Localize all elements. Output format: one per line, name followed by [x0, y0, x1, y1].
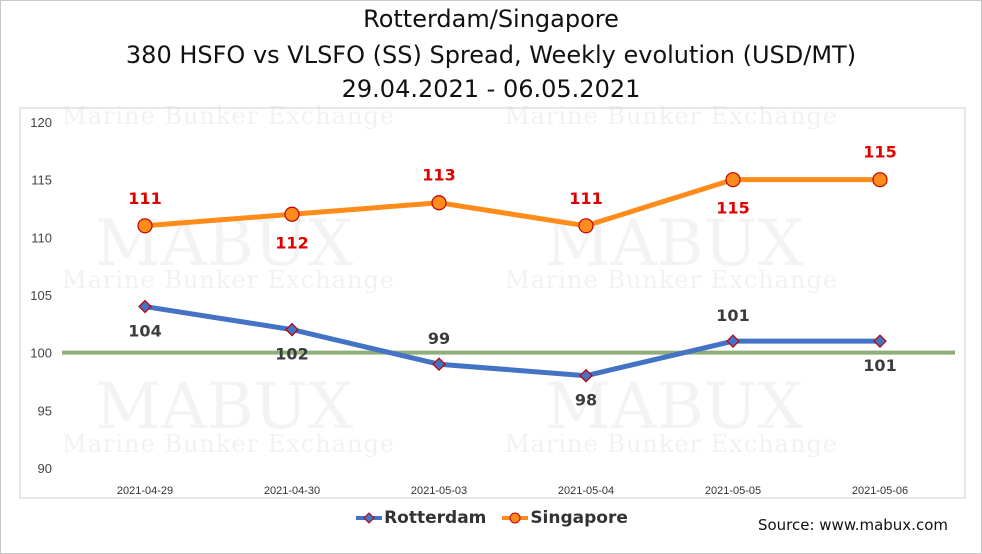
data-label-layer: 104 102 99 98 101 101 111 112 113 111 115 115: [128, 143, 896, 410]
watermark-tagline: Marine Bunker Exchange: [505, 430, 838, 458]
y-tick-label: 95: [38, 403, 52, 418]
watermark-tagline: Marine Bunker Exchange: [62, 266, 395, 294]
x-tick-label: 2021-05-04: [558, 485, 614, 497]
legend-rotterdam-label: Rotterdam: [384, 508, 487, 528]
singapore-data-label: 112: [275, 233, 308, 252]
chart-title-line-3: 29.04.2021 - 06.05.2021: [341, 75, 641, 103]
rotterdam-data-label: 104: [128, 322, 161, 341]
legend-rotterdam-swatch-icon: [356, 512, 383, 524]
y-tick-label: 105: [30, 288, 52, 303]
singapore-point: [578, 218, 594, 234]
chart-title-line-2: 380 HSFO vs VLSFO (SS) Spread, Weekly ev…: [125, 41, 857, 69]
source-credit: Source: www.mabux.com: [757, 516, 948, 534]
series-line-singapore: [142, 177, 883, 229]
rotterdam-data-label: 101: [716, 306, 749, 325]
rotterdam-data-label: 99: [428, 329, 450, 348]
singapore-point: [725, 172, 741, 188]
watermark-tagline: Marine Bunker Exchange: [62, 102, 395, 130]
watermark-tagline: Marine Bunker Exchange: [505, 102, 838, 130]
rotterdam-data-label: 101: [863, 356, 896, 375]
series-line-rotterdam: [142, 304, 883, 379]
x-tick-label: 2021-04-30: [264, 485, 320, 497]
y-axis: 90 95 100 105 110 115 120: [30, 115, 52, 476]
chart-title-line-1: Rotterdam/Singapore: [363, 5, 619, 33]
x-tick-label: 2021-05-05: [705, 485, 761, 497]
legend-item-rotterdam[interactable]: Rotterdam: [354, 508, 486, 528]
singapore-point: [137, 218, 153, 234]
x-tick-label: 2021-05-03: [411, 485, 467, 497]
rotterdam-data-label: 98: [575, 391, 597, 410]
rotterdam-point: [138, 299, 152, 314]
plot-area: [19, 107, 966, 499]
y-tick-label: 100: [30, 346, 52, 361]
legend-singapore-label: Singapore: [530, 508, 628, 528]
rotterdam-point: [432, 357, 446, 372]
y-tick-label: 115: [31, 173, 52, 188]
singapore-point: [431, 195, 447, 211]
singapore-data-label: 115: [863, 143, 896, 162]
y-tick-label: 90: [38, 461, 52, 476]
watermark-tagline: Marine Bunker Exchange: [505, 266, 838, 294]
rotterdam-data-label: 102: [275, 345, 308, 364]
singapore-data-label: 111: [128, 189, 161, 208]
legend-item-singapore[interactable]: Singapore: [500, 508, 628, 528]
rotterdam-point: [726, 334, 740, 348]
rotterdam-point: [285, 322, 299, 337]
singapore-point: [872, 172, 888, 188]
watermark-layer: MABUXMABUXMABUXMABUXMarine Bunker Exchan…: [62, 102, 838, 458]
legend-singapore-swatch-icon: [502, 512, 529, 524]
watermark-brand: MABUX: [95, 370, 354, 444]
singapore-data-label: 115: [716, 199, 749, 218]
x-axis: 2021-04-29 2021-04-30 2021-05-03 2021-05-04…: [117, 485, 908, 497]
watermark-tagline: Marine Bunker Exchange: [62, 430, 395, 458]
y-tick-label: 120: [30, 115, 52, 130]
x-tick-label: 2021-04-29: [117, 485, 173, 497]
singapore-data-label: 113: [422, 166, 455, 185]
singapore-point: [284, 206, 300, 222]
singapore-data-label: 111: [569, 189, 602, 208]
series-layer: [137, 172, 888, 383]
y-tick-label: 110: [31, 230, 52, 245]
watermark-brand: MABUX: [545, 370, 804, 444]
x-tick-label: 2021-05-06: [852, 485, 908, 497]
rotterdam-point: [579, 368, 593, 383]
legend: Rotterdam Singapore: [0, 508, 982, 528]
rotterdam-point: [873, 334, 887, 348]
